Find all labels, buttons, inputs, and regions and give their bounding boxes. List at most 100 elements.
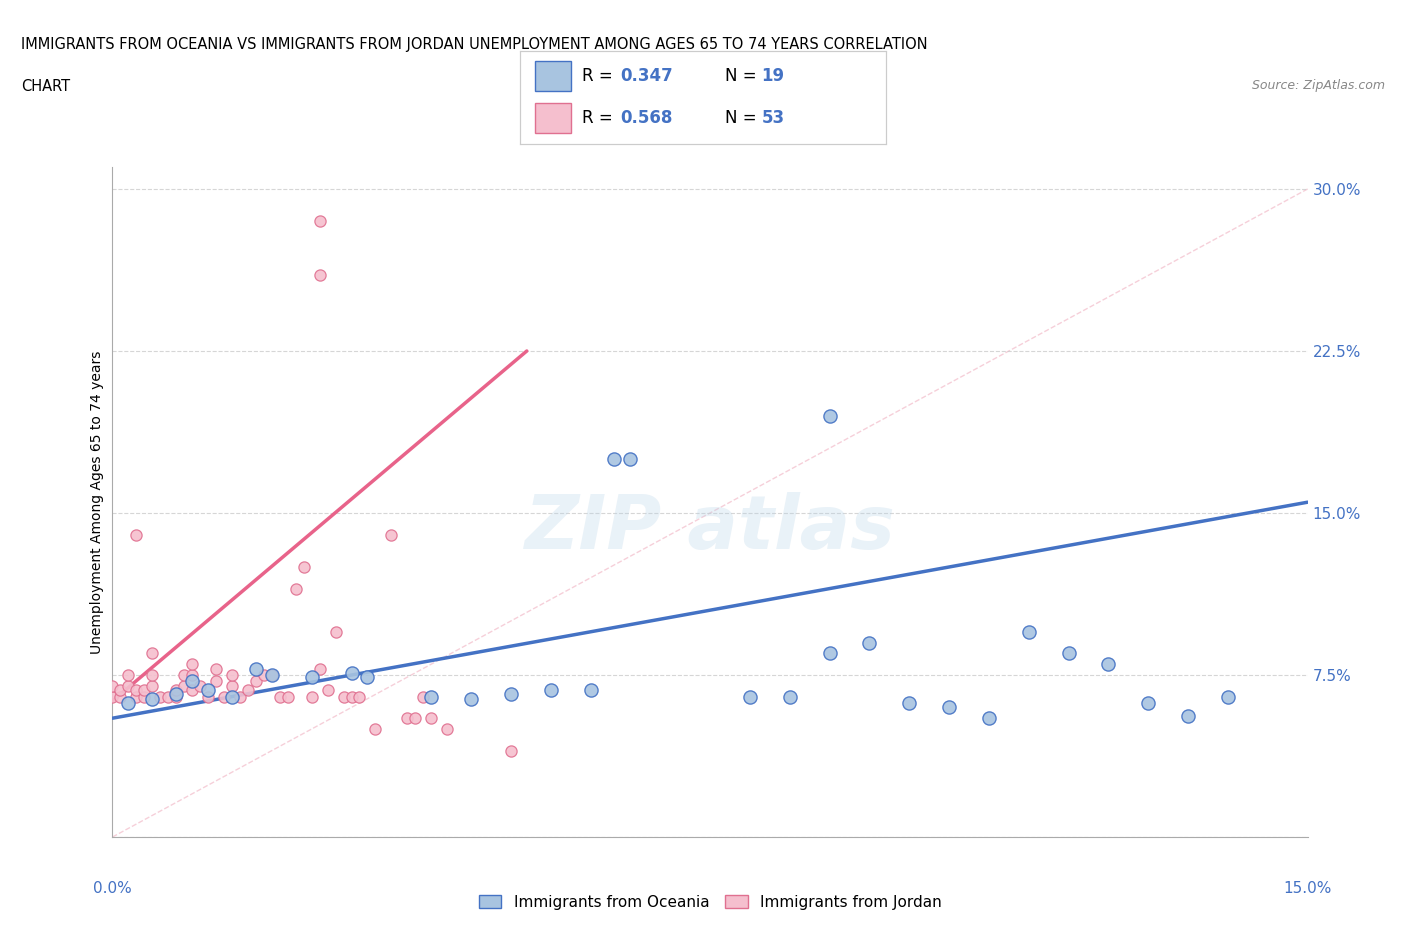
Point [221, 689, 243, 704]
Point [173, 678, 195, 693]
Point [253, 668, 276, 683]
Point [101, 689, 124, 704]
Point [221, 678, 243, 693]
Point [149, 689, 172, 704]
Text: 0.347: 0.347 [621, 67, 673, 86]
Point [141, 678, 163, 693]
Point [245, 661, 267, 676]
Text: 19: 19 [762, 67, 785, 86]
Point [301, 670, 323, 684]
Point [356, 670, 378, 684]
Point [260, 668, 283, 683]
Point [380, 527, 402, 542]
Legend: Immigrants from Oceania, Immigrants from Jordan: Immigrants from Oceania, Immigrants from… [478, 895, 942, 910]
Y-axis label: Unemployment Among Ages 65 to 74 years: Unemployment Among Ages 65 to 74 years [90, 351, 104, 654]
Point [197, 683, 219, 698]
Text: IMMIGRANTS FROM OCEANIA VS IMMIGRANTS FROM JORDAN UNEMPLOYMENT AMONG AGES 65 TO : IMMIGRANTS FROM OCEANIA VS IMMIGRANTS FR… [21, 37, 928, 52]
Point [284, 581, 307, 596]
Point [499, 743, 522, 758]
Text: 15.0%: 15.0% [1284, 881, 1331, 896]
Point [977, 711, 1000, 725]
Bar [534, 103, 571, 133]
Bar [534, 61, 571, 91]
Point [325, 624, 347, 639]
Point [1097, 657, 1119, 671]
Point [340, 665, 363, 680]
Point [364, 722, 387, 737]
Point [1137, 696, 1160, 711]
Point [125, 527, 148, 542]
Point [277, 689, 299, 704]
Point [205, 661, 228, 676]
Text: CHART: CHART [21, 79, 70, 94]
Point [181, 657, 204, 671]
Point [117, 678, 139, 693]
Point [173, 668, 195, 683]
Point [898, 696, 921, 711]
Point [396, 711, 419, 725]
Point [301, 689, 323, 704]
Point [818, 646, 841, 661]
Point [340, 689, 363, 704]
Text: 53: 53 [762, 109, 785, 127]
Point [229, 689, 252, 704]
Point [181, 674, 204, 689]
Point [236, 683, 259, 698]
Point [1177, 709, 1199, 724]
Point [212, 689, 235, 704]
Point [540, 683, 562, 698]
Point [404, 711, 426, 725]
Point [420, 711, 443, 725]
Point [619, 452, 641, 467]
Point [436, 722, 458, 737]
Point [316, 683, 339, 698]
Point [125, 683, 148, 698]
Point [181, 668, 204, 683]
Point [292, 560, 315, 575]
Text: R =: R = [582, 67, 619, 86]
Point [938, 700, 960, 715]
Point [603, 452, 626, 467]
Point [460, 691, 482, 706]
Point [1018, 624, 1040, 639]
Point [110, 689, 132, 704]
Text: ZIP atlas: ZIP atlas [524, 493, 896, 565]
Point [412, 689, 434, 704]
Point [141, 668, 163, 683]
Point [197, 689, 219, 704]
Text: 0.0%: 0.0% [93, 881, 132, 896]
Point [818, 408, 841, 423]
Point [579, 683, 602, 698]
Point [332, 689, 354, 704]
Point [181, 683, 204, 698]
Point [117, 696, 139, 711]
Point [141, 691, 163, 706]
Point [499, 687, 522, 702]
Point [308, 268, 330, 283]
Text: Source: ZipAtlas.com: Source: ZipAtlas.com [1251, 79, 1385, 92]
Point [260, 668, 283, 683]
Text: N =: N = [725, 109, 762, 127]
Point [125, 689, 148, 704]
Point [779, 689, 801, 704]
Point [165, 689, 187, 704]
Point [134, 683, 156, 698]
Point [308, 661, 330, 676]
Point [269, 689, 291, 704]
Point [110, 683, 132, 698]
Point [101, 678, 124, 693]
Point [134, 689, 156, 704]
Point [165, 683, 187, 698]
Point [349, 689, 371, 704]
Point [858, 635, 880, 650]
Text: R =: R = [582, 109, 619, 127]
Point [1216, 689, 1239, 704]
Point [141, 646, 163, 661]
Point [157, 689, 180, 704]
Text: 0.568: 0.568 [621, 109, 673, 127]
Point [205, 674, 228, 689]
Point [420, 689, 443, 704]
Point [245, 674, 267, 689]
Point [308, 214, 330, 229]
Point [738, 689, 761, 704]
